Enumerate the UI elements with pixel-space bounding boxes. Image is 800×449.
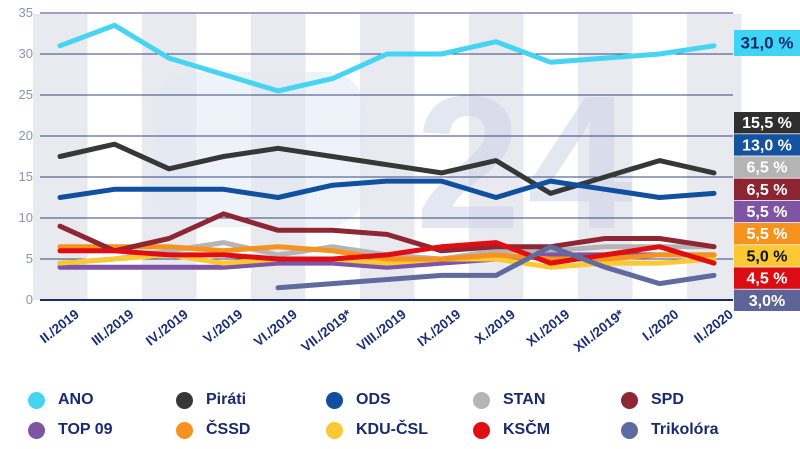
y-tick-label: 10	[19, 210, 33, 225]
value-label: 5,5 %	[734, 223, 800, 245]
value-label: 4,5 %	[734, 267, 800, 289]
legend-label: Piráti	[206, 391, 247, 408]
svg-text:24: 24	[415, 57, 638, 269]
series-line-SPD	[57, 211, 717, 254]
x-tick-label: XI./2019	[523, 307, 572, 350]
y-tick-label: 20	[19, 128, 33, 143]
series-line-KSČM	[57, 240, 717, 266]
x-tick-label: V./2019	[200, 307, 245, 347]
y-axis-labels: 0 5 10 15 20 25 30 35	[19, 5, 33, 307]
value-label: 31,0 %	[734, 30, 800, 56]
svg-text:5,0 %: 5,0 %	[747, 248, 788, 265]
series-line-ANO	[57, 22, 717, 94]
legend-label: ANO	[58, 391, 94, 408]
chart-legend: ANO Piráti ODS STAN SPD TOP 09 ČSSD KDU-ČSL KSČM…	[0, 382, 800, 449]
svg-text:5,5 %: 5,5 %	[747, 226, 788, 243]
y-tick-label: 5	[26, 251, 33, 266]
series-line-Trikolóra	[275, 244, 717, 291]
x-tick-label: X./2019	[472, 307, 518, 347]
legend-dot-icon	[326, 421, 343, 439]
x-tick-label: II./2020	[691, 307, 736, 347]
legend-item-STAN: STAN	[473, 390, 545, 410]
x-tick-label: VI./2019	[251, 307, 300, 350]
legend-item-KDU-ČSL: KDU-ČSL	[326, 420, 428, 440]
series-line-ODS	[57, 178, 717, 200]
svg-text:3,0%: 3,0%	[749, 293, 785, 310]
y-tick-label: 35	[19, 5, 33, 20]
series-line-Piráti	[57, 141, 717, 196]
legend-dot-icon	[621, 391, 638, 409]
y-tick-label: 30	[19, 46, 33, 61]
x-axis-labels: II./2019 III./2019 IV./2019 V./2019 VI./2019…	[37, 306, 736, 355]
legend-dot-icon	[621, 421, 638, 439]
legend-item-ODS: ODS	[326, 390, 391, 410]
legend-label: KDU-ČSL	[356, 421, 428, 438]
legend-item-Piráti: Piráti	[176, 390, 246, 410]
x-tick-label: VII./2019*	[298, 306, 355, 355]
x-tick-label: VIII./2019	[354, 307, 409, 354]
legend-item-ČSSD: ČSSD	[176, 420, 250, 440]
svg-text:13,0 %: 13,0 %	[742, 137, 792, 154]
svg-text:5,5 %: 5,5 %	[747, 204, 788, 221]
x-tick-label: IX./2019	[414, 307, 463, 350]
value-label: 6,5 %	[734, 178, 800, 200]
y-tick-label: 0	[26, 292, 33, 307]
legend-label: SPD	[651, 391, 684, 408]
value-label: 15,5 %	[734, 112, 800, 134]
legend-label: STAN	[503, 391, 546, 408]
value-labels: 31,0 % 15,5 % 13,0 % 6,5 % 6,5 % 5,5 % 5,5 % 5,…	[734, 30, 800, 311]
legend-dot-icon	[176, 391, 193, 409]
legend-label: ČSSD	[206, 421, 251, 438]
svg-text:6,5 %: 6,5 %	[747, 182, 788, 199]
x-tick-label: IV./2019	[143, 307, 191, 349]
x-tick-label: III./2019	[89, 307, 137, 349]
svg-text:6,5 %: 6,5 %	[747, 160, 788, 177]
legend-item-KSČM: KSČM	[473, 420, 550, 440]
x-tick-label: II./2019	[37, 307, 82, 347]
legend-item-ANO: ANO	[28, 390, 94, 410]
legend-label: TOP 09	[58, 421, 113, 438]
legend-dot-icon	[473, 421, 490, 439]
legend-item-Trikolóra: Trikolóra	[621, 420, 719, 440]
legend-label: Trikolóra	[651, 421, 719, 438]
value-label: 5,5 %	[734, 200, 800, 223]
value-label: 6,5 %	[734, 156, 800, 178]
legend-label: KSČM	[503, 421, 551, 438]
y-tick-label: 25	[19, 87, 33, 102]
x-tick-label: I./2020	[640, 307, 682, 344]
legend-label: ODS	[356, 391, 391, 408]
value-label: 13,0 %	[734, 134, 800, 156]
svg-text:15,5 %: 15,5 %	[742, 115, 792, 132]
y-tick-label: 15	[19, 169, 33, 184]
legend-dot-icon	[326, 391, 343, 409]
series-lines	[57, 22, 717, 291]
legend-item-TOP 09: TOP 09	[28, 420, 113, 440]
x-tick-label: XII./2019*	[571, 306, 628, 355]
svg-text:4,5 %: 4,5 %	[747, 271, 788, 288]
value-label: 3,0%	[734, 289, 800, 311]
legend-dot-icon	[176, 421, 193, 439]
chart-area: 24 0 5 10 15 20 25 30 35 II./2019 III./2019 IV./201…	[19, 5, 800, 355]
legend-item-SPD: SPD	[621, 390, 684, 410]
value-label: 5,0 %	[734, 245, 800, 267]
legend-dot-icon	[28, 421, 45, 439]
legend-dot-icon	[473, 391, 490, 409]
svg-text:31,0 %: 31,0 %	[741, 34, 794, 53]
poll-line-chart-svg: 24 0 5 10 15 20 25 30 35 II./2019 III./2019 IV./201…	[19, 5, 800, 355]
series-line-ČSSD	[57, 244, 717, 262]
legend-dot-icon	[28, 391, 45, 409]
